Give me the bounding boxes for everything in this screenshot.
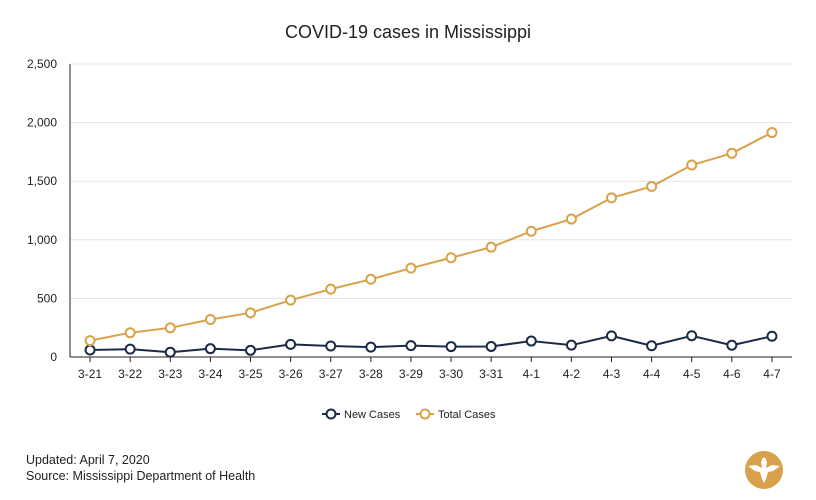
data-point (84, 335, 96, 347)
data-point (124, 327, 136, 339)
data-point (766, 127, 778, 139)
series-line-1 (89, 131, 773, 342)
y-tick-label: 2,000 (27, 116, 57, 130)
data-point (726, 339, 738, 351)
source-note: Source: Mississippi Department of Health (26, 469, 256, 483)
data-point (204, 343, 216, 355)
legend-swatch-marker (325, 408, 337, 420)
x-tick-label: 3-31 (479, 367, 503, 381)
data-point (445, 252, 457, 264)
gridlines (70, 63, 792, 299)
data-point (525, 225, 537, 237)
series-line-0 (90, 334, 773, 354)
x-axis: 3-21 3-22 3-23 3-24 3-25 3-26 3-27 3-28 3-29 3-30… (70, 356, 792, 381)
data-point (565, 213, 577, 225)
data-point (365, 273, 377, 285)
updated-date: Updated: April 7, 2020 (26, 453, 150, 467)
data-point (285, 338, 297, 350)
legend: New Cases Total Cases (322, 408, 496, 421)
x-tick-label: 3-28 (359, 367, 383, 381)
x-tick-label: 3-22 (118, 367, 142, 381)
data-point (686, 330, 698, 342)
x-tick-label: 3-21 (78, 367, 102, 381)
data-point (245, 344, 256, 356)
x-tick-label: 3-25 (238, 367, 262, 381)
x-tick-label: 4-4 (643, 367, 661, 381)
data-point (245, 307, 256, 319)
x-tick-label: 4-7 (763, 367, 781, 381)
x-tick-label: 4-1 (523, 367, 541, 381)
data-point (405, 340, 417, 352)
data-point (285, 294, 297, 306)
footer: Updated: April 7, 2020 Source: Mississip… (26, 452, 255, 484)
legend-label: Total Cases (438, 409, 496, 421)
data-point (606, 192, 617, 204)
data-point (766, 330, 778, 342)
data-point (445, 341, 457, 353)
legend-swatch-marker (419, 408, 431, 420)
x-tick-label: 3-29 (399, 367, 423, 381)
x-tick-label: 3-26 (279, 367, 303, 381)
data-point (405, 262, 417, 274)
data-point (84, 344, 96, 356)
data-point (325, 283, 337, 295)
legend-label: New Cases (344, 409, 401, 421)
x-tick-label: 4-5 (683, 367, 701, 381)
data-point (525, 335, 537, 347)
y-tick-label: 1,000 (27, 233, 57, 247)
data-point (606, 330, 617, 342)
data-point (325, 340, 337, 352)
data-point (646, 340, 658, 352)
data-point (726, 147, 738, 159)
data-point (646, 180, 658, 192)
x-tick-label: 3-23 (158, 367, 182, 381)
x-tick-label: 4-3 (603, 367, 621, 381)
data-point (565, 339, 577, 351)
x-tick-label: 4-2 (563, 367, 581, 381)
y-tick-label: 500 (37, 291, 57, 305)
y-axis: 0 500 1,000 1,500 2,000 2,500 (27, 57, 71, 364)
chart-title: COVID-19 cases in Mississippi (284, 22, 532, 42)
x-tick-label: 3-27 (319, 367, 343, 381)
y-tick-label: 2,500 (27, 57, 57, 71)
x-tick-label: 3-30 (439, 367, 463, 381)
y-tick-label: 1,500 (27, 174, 57, 188)
data-point (124, 343, 136, 355)
data-point (365, 341, 377, 353)
data-point (485, 241, 497, 253)
mississippi-seal-eagle-icon (745, 451, 783, 489)
data-point (485, 340, 497, 352)
x-tick-label: 3-24 (198, 367, 222, 381)
data-point (164, 346, 176, 358)
y-tick-label: 0 (50, 350, 57, 364)
x-tick-label: 4-6 (723, 367, 741, 381)
data-point (164, 322, 176, 334)
data-point (204, 313, 216, 325)
series-layer (84, 127, 778, 358)
data-point (686, 159, 698, 171)
